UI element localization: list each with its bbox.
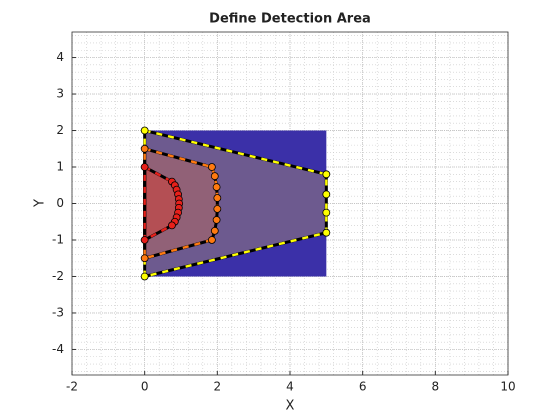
vertex	[210, 226, 219, 235]
x-tick-label: 2	[214, 380, 222, 394]
vertex	[207, 163, 216, 171]
x-tick-label: 4	[286, 380, 294, 394]
axes-box	[71, 31, 509, 376]
vertex	[213, 194, 222, 202]
vertex	[212, 183, 221, 191]
y-tick-label: -1	[52, 232, 64, 246]
y-tick-label: 0	[56, 196, 64, 210]
vertex	[140, 254, 149, 263]
y-tick-label: -4	[52, 342, 64, 356]
vertex	[322, 190, 331, 199]
vertex	[213, 205, 222, 213]
vertex	[140, 163, 149, 171]
vertex	[212, 216, 221, 224]
chart-title: Define Detection Area	[209, 12, 371, 27]
y-tick-label: 4	[56, 50, 64, 64]
y-axis-label: Y	[33, 199, 48, 208]
x-tick-label: 8	[432, 380, 440, 394]
area	[144, 130, 327, 277]
x-tick-label: 10	[500, 380, 515, 394]
y-tick-label: -2	[52, 269, 64, 283]
vertex	[322, 208, 331, 217]
y-tick-label: -3	[52, 305, 64, 319]
vertex	[168, 221, 176, 230]
vertex	[207, 236, 216, 244]
vertex	[140, 236, 149, 244]
x-tick-label: -2	[66, 380, 78, 394]
vertex	[140, 272, 149, 281]
vertex	[140, 144, 149, 153]
x-tick-label: 6	[359, 380, 367, 394]
y-tick-label: 1	[56, 160, 64, 174]
x-tick-label: 0	[141, 380, 149, 394]
x-axis-label: X	[286, 399, 295, 414]
area	[144, 130, 327, 277]
vertex	[140, 126, 149, 135]
y-tick-label: 2	[56, 123, 64, 137]
y-tick-label: 3	[56, 87, 64, 101]
vertex	[210, 172, 219, 181]
vertex	[322, 170, 331, 179]
vertex	[322, 228, 331, 237]
